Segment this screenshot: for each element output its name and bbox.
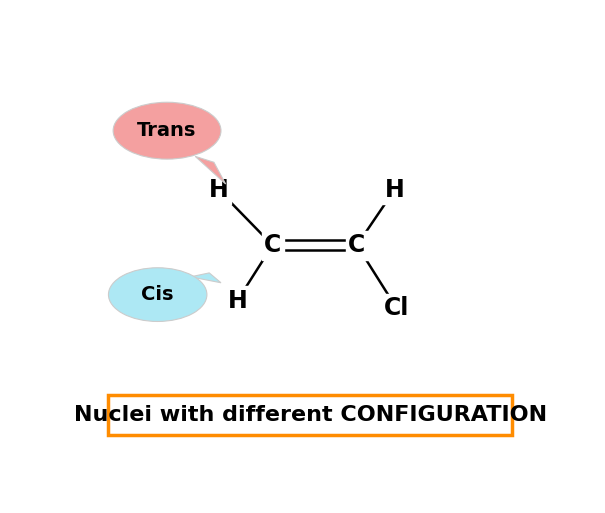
Text: C: C xyxy=(348,233,365,257)
Text: H: H xyxy=(227,288,247,312)
Polygon shape xyxy=(191,273,221,283)
Text: C: C xyxy=(264,233,281,257)
Text: H: H xyxy=(385,178,404,202)
Ellipse shape xyxy=(108,268,207,322)
Ellipse shape xyxy=(113,102,221,159)
Text: Trans: Trans xyxy=(137,121,197,140)
Text: Cis: Cis xyxy=(142,285,174,304)
Text: H: H xyxy=(209,178,229,202)
FancyBboxPatch shape xyxy=(108,396,512,435)
Polygon shape xyxy=(195,156,226,184)
Text: Cl: Cl xyxy=(384,297,410,321)
Text: Nuclei with different CONFIGURATION: Nuclei with different CONFIGURATION xyxy=(73,405,547,425)
